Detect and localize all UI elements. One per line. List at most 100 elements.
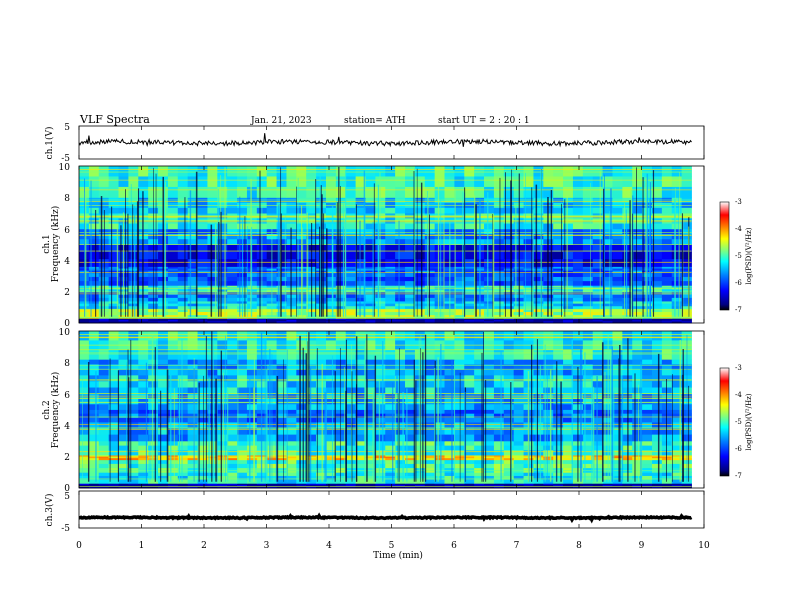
- ch1-cell-band11: [602, 186, 613, 198]
- ch1-cell-band0: [227, 319, 238, 322]
- ch2-cell-band8: [612, 387, 623, 395]
- ch1-cell-band0: [286, 318, 297, 321]
- ch2-cell-band4: [88, 445, 100, 451]
- ch2-cell-band10: [661, 331, 673, 341]
- ch2-cell-band7: [316, 393, 327, 400]
- ch2-cell-band8: [88, 381, 100, 388]
- ch2-cell-band8: [632, 374, 643, 382]
- ch2-cell-band1: [167, 479, 179, 484]
- ch2-cell-band9: [493, 369, 505, 376]
- ch1-cell-band6: [167, 266, 179, 269]
- ch2-cell-band9: [661, 369, 673, 376]
- ch1-cell-band2: [572, 303, 584, 307]
- ch1-cell-band11: [375, 166, 386, 177]
- ch1-cell-band2: [167, 306, 179, 310]
- ch1-cell-band5: [227, 272, 238, 278]
- ch2-cell-band5: [582, 428, 594, 436]
- ch1-cell-band11: [187, 176, 198, 188]
- ch1-cell-band3: [533, 297, 544, 302]
- ch1-cell-band5: [612, 276, 623, 282]
- ch2-cell-band8: [325, 387, 337, 395]
- ch2-cell-band5: [128, 422, 139, 429]
- ch1-cell-band7: [177, 259, 189, 267]
- ch2-cell-band5: [642, 428, 653, 436]
- ch2-cell-band5: [553, 422, 564, 429]
- ch2-cell-band6: [197, 417, 208, 423]
- ch2-cell-band9: [217, 369, 228, 376]
- ch1-cell-band5: [395, 276, 406, 282]
- ch2-cell-band5: [207, 434, 218, 442]
- ch2-cell-band5: [365, 422, 376, 429]
- ch2-cell-band4: [444, 450, 455, 456]
- ch2-cell-band1: [108, 475, 119, 481]
- ch2-cell-band1: [316, 475, 327, 481]
- ch1-cell-band9: [444, 218, 455, 224]
- ch1-cell-band2: [434, 303, 445, 307]
- ch1-cell-band4: [612, 285, 623, 288]
- ch2-cell-band4: [128, 450, 139, 456]
- ch2-cell-band5: [177, 428, 189, 436]
- ch1-cell-band5: [484, 272, 495, 278]
- ch1-cell-band8: [602, 234, 613, 240]
- ch1-cell-band6: [207, 266, 218, 269]
- ch1-cell-band2: [563, 301, 574, 305]
- ch1-cell-band0: [296, 318, 307, 321]
- ch1-cell-band8: [405, 239, 416, 245]
- ch1-cell-band5: [167, 272, 179, 278]
- ch1-cell-band6: [434, 268, 445, 272]
- ch2-cell-band7: [632, 393, 643, 400]
- ch1-cell-band6: [335, 270, 347, 274]
- ch2-cell-band7: [533, 404, 544, 410]
- ch2-cell-band3: [533, 458, 544, 461]
- ch2-cell-band4: [454, 450, 465, 456]
- ch2-cell-band10: [108, 331, 119, 341]
- ch1-cell-band5: [503, 276, 515, 282]
- ch2-cell-band4: [671, 445, 683, 451]
- ch2-cell-band5: [651, 422, 663, 429]
- ch2-cell-band1: [632, 479, 643, 484]
- ch1-cell-band1: [217, 308, 228, 313]
- ch2-cell-band7: [405, 404, 416, 410]
- ch2-cell-band8: [661, 387, 673, 395]
- ch1-cell-band3: [622, 294, 633, 299]
- ch1-cell-band10: [98, 207, 110, 214]
- ch2-cell-band5: [335, 428, 347, 436]
- ch2-cell-band3: [533, 456, 544, 459]
- ch2-cell-band7: [553, 399, 564, 405]
- ch2-cell-band4: [138, 440, 149, 447]
- ch1-cell-band6: [108, 268, 119, 272]
- ch2-cell-band1: [563, 475, 574, 481]
- ch2-cell-band8: [345, 374, 357, 382]
- ch1-cell-band11: [335, 186, 347, 198]
- ch1-cell-band11: [612, 176, 623, 188]
- ch3-waveform-frame: [78, 490, 705, 529]
- ch1-cell-band0: [444, 319, 455, 322]
- ch2-cell-band8: [158, 387, 169, 395]
- ch2-cell-band0: [98, 483, 110, 486]
- ch2-cell-band0: [622, 484, 633, 487]
- ch2-cell-band1: [316, 479, 327, 484]
- ch1-cell-band10: [286, 207, 297, 214]
- ch2-cell-band8: [276, 387, 287, 395]
- ch2-cell-band9: [237, 369, 248, 376]
- ch2-cell-band7: [503, 399, 515, 405]
- ch1-cell-band9: [345, 218, 357, 224]
- ch1-freq-tick-6: 6: [64, 226, 70, 236]
- ch2-cell-band2: [197, 463, 208, 469]
- ch2-cell-band5: [612, 422, 623, 429]
- ch1-cell-band0: [256, 321, 268, 324]
- ch2-cell-band10: [325, 349, 337, 360]
- ch2-cell-band2: [207, 459, 218, 465]
- ch2-cell-band8: [108, 374, 119, 382]
- ch2-cell-band0: [79, 483, 90, 486]
- ch2-cell-band1: [207, 472, 218, 477]
- ch2-cell-band4: [553, 445, 564, 451]
- ch2-cell-band5: [464, 428, 475, 436]
- ch2-cell-band5: [335, 434, 347, 442]
- ch2-cell-band0: [405, 483, 416, 486]
- ch2-cell-band3: [88, 455, 100, 457]
- ch2-cell-band8: [306, 374, 317, 382]
- ch1-cell-band7: [167, 259, 179, 267]
- ch2-cell-band4: [513, 450, 524, 456]
- ch1-cell-band3: [325, 291, 337, 296]
